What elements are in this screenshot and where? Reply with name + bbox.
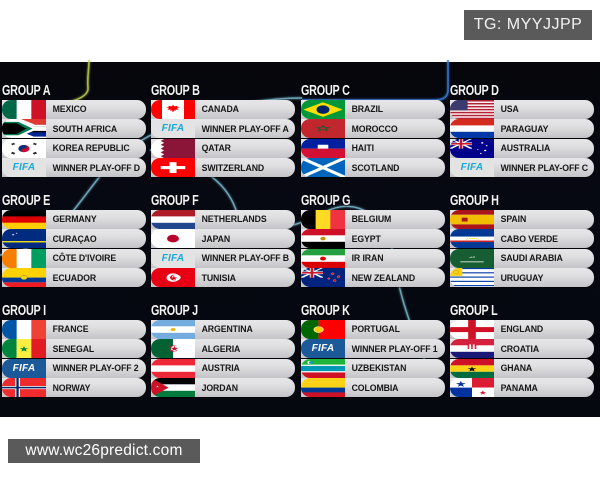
- svg-text:الله: الله: [469, 255, 475, 258]
